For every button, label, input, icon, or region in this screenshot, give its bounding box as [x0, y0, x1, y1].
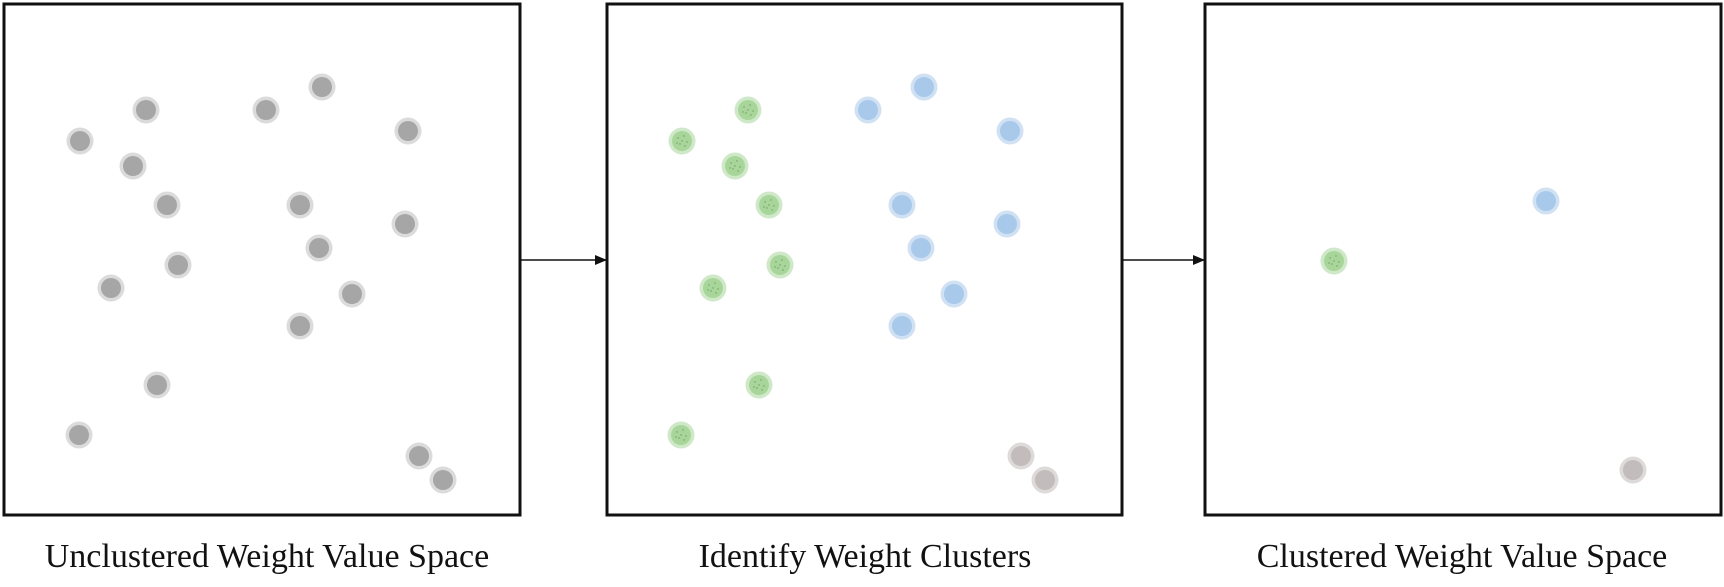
panel-caption-identify-clusters: Identify Weight Clusters: [698, 538, 1032, 575]
panel-identify-clusters-point-15: [940, 280, 968, 308]
panel-caption-clustered: Clustered Weight Value Space: [1256, 538, 1668, 575]
panel-clustered-point-2: [1532, 187, 1560, 215]
panel-unclustered-point-7: [143, 371, 171, 399]
panel-unclustered-point-18: [429, 466, 457, 494]
panel-identify-clusters-point-9: [854, 96, 882, 124]
panel-identify-clusters-point-3: [721, 152, 749, 180]
panel-unclustered-point-4: [153, 191, 181, 219]
panel-unclustered-point-11: [394, 117, 422, 145]
panel-unclustered-point-13: [305, 234, 333, 262]
panel-unclustered-point-6: [97, 274, 125, 302]
panel-unclustered-point-5: [164, 251, 192, 279]
panel-clustered: [1203, 2, 1723, 517]
panel-unclustered-point-14: [391, 210, 419, 238]
panel-identify-clusters-point-5: [766, 251, 794, 279]
panel-identify-clusters-point-10: [910, 73, 938, 101]
panel-identify-clusters-point-14: [993, 210, 1021, 238]
panel-clustered-point-3: [1619, 456, 1647, 484]
panel-identify-clusters-point-13: [907, 234, 935, 262]
panel-unclustered-point-16: [286, 312, 314, 340]
panel-unclustered-point-2: [132, 96, 160, 124]
panel-unclustered-point-9: [252, 96, 280, 124]
panel-identify-clusters-point-16: [888, 312, 916, 340]
panel-unclustered-point-15: [338, 280, 366, 308]
panel-identify-clusters-point-7: [745, 371, 773, 399]
panel-identify-clusters-point-11: [996, 117, 1024, 145]
panel-identify-clusters-point-2: [734, 96, 762, 124]
panel-identify-clusters-point-12: [888, 191, 916, 219]
panel-unclustered-point-8: [65, 421, 93, 449]
panel-unclustered-point-1: [66, 127, 94, 155]
panel-unclustered-point-17: [405, 442, 433, 470]
panel-clustered-point-1: [1320, 247, 1348, 275]
panel-identify-clusters-point-4: [755, 191, 783, 219]
panel-identify-clusters-point-8: [667, 421, 695, 449]
panel-caption-unclustered: Unclustered Weight Value Space: [44, 538, 490, 575]
panel-identify-clusters-point-1: [668, 127, 696, 155]
panel-identify-clusters-point-18: [1031, 466, 1059, 494]
panel-unclustered-point-10: [308, 73, 336, 101]
panel-identify-clusters-point-17: [1007, 442, 1035, 470]
panel-unclustered-point-3: [119, 152, 147, 180]
panel-unclustered-point-12: [286, 191, 314, 219]
panel-identify-clusters-point-6: [699, 274, 727, 302]
